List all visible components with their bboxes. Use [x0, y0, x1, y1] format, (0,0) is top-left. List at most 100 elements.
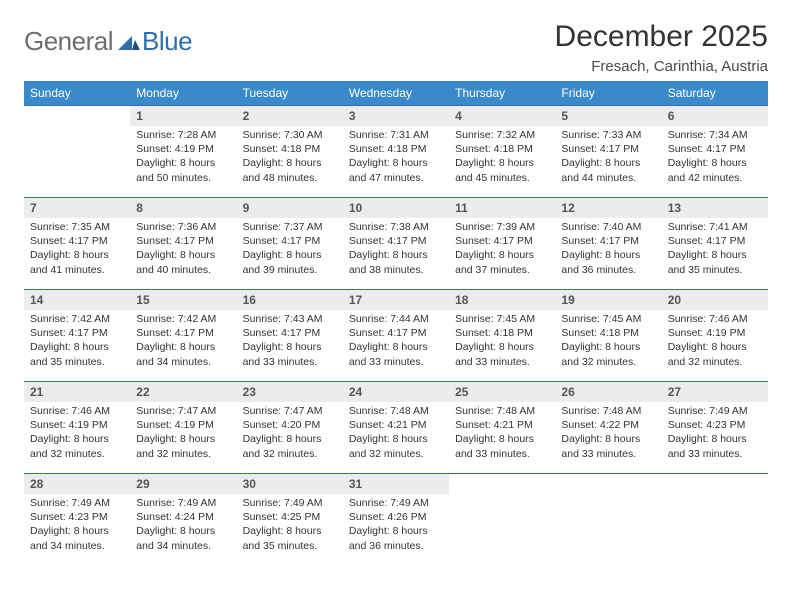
calendar-table: Sunday Monday Tuesday Wednesday Thursday…: [24, 81, 768, 566]
day-body: Sunrise: 7:49 AMSunset: 4:26 PMDaylight:…: [343, 494, 449, 557]
sunrise-text: Sunrise: 7:47 AM: [136, 404, 230, 418]
daylight-line1: Daylight: 8 hours: [243, 432, 337, 446]
daylight-line1: Daylight: 8 hours: [136, 524, 230, 538]
sunrise-text: Sunrise: 7:37 AM: [243, 220, 337, 234]
sunrise-text: Sunrise: 7:40 AM: [561, 220, 655, 234]
col-wednesday: Wednesday: [343, 81, 449, 106]
calendar-cell: 8Sunrise: 7:36 AMSunset: 4:17 PMDaylight…: [130, 198, 236, 290]
col-friday: Friday: [555, 81, 661, 106]
daylight-line2: and 36 minutes.: [561, 263, 655, 277]
daylight-line2: and 34 minutes.: [30, 539, 124, 553]
daylight-line1: Daylight: 8 hours: [30, 248, 124, 262]
daylight-line1: Daylight: 8 hours: [561, 432, 655, 446]
sunset-text: Sunset: 4:21 PM: [349, 418, 443, 432]
daylight-line1: Daylight: 8 hours: [349, 248, 443, 262]
day-body: Sunrise: 7:49 AMSunset: 4:23 PMDaylight:…: [662, 402, 768, 465]
calendar-body: 1Sunrise: 7:28 AMSunset: 4:19 PMDaylight…: [24, 106, 768, 566]
sunset-text: Sunset: 4:17 PM: [243, 234, 337, 248]
calendar-cell: 15Sunrise: 7:42 AMSunset: 4:17 PMDayligh…: [130, 290, 236, 382]
calendar-cell: 30Sunrise: 7:49 AMSunset: 4:25 PMDayligh…: [237, 474, 343, 566]
daylight-line2: and 39 minutes.: [243, 263, 337, 277]
calendar-week: 21Sunrise: 7:46 AMSunset: 4:19 PMDayligh…: [24, 382, 768, 474]
daylight-line1: Daylight: 8 hours: [668, 340, 762, 354]
day-number: 12: [555, 198, 661, 218]
daylight-line2: and 32 minutes.: [243, 447, 337, 461]
day-body: Sunrise: 7:48 AMSunset: 4:22 PMDaylight:…: [555, 402, 661, 465]
day-number: 17: [343, 290, 449, 310]
day-number: 10: [343, 198, 449, 218]
day-body: Sunrise: 7:30 AMSunset: 4:18 PMDaylight:…: [237, 126, 343, 189]
daylight-line1: Daylight: 8 hours: [561, 248, 655, 262]
daylight-line1: Daylight: 8 hours: [349, 432, 443, 446]
day-number: 23: [237, 382, 343, 402]
sunrise-text: Sunrise: 7:46 AM: [668, 312, 762, 326]
daylight-line1: Daylight: 8 hours: [243, 340, 337, 354]
day-number: 3: [343, 106, 449, 126]
sunset-text: Sunset: 4:21 PM: [455, 418, 549, 432]
sunset-text: Sunset: 4:18 PM: [349, 142, 443, 156]
daylight-line2: and 41 minutes.: [30, 263, 124, 277]
sunrise-text: Sunrise: 7:48 AM: [455, 404, 549, 418]
day-body: Sunrise: 7:35 AMSunset: 4:17 PMDaylight:…: [24, 218, 130, 281]
day-number: 8: [130, 198, 236, 218]
day-number: 13: [662, 198, 768, 218]
day-number: 30: [237, 474, 343, 494]
day-body: Sunrise: 7:31 AMSunset: 4:18 PMDaylight:…: [343, 126, 449, 189]
sunrise-text: Sunrise: 7:49 AM: [136, 496, 230, 510]
calendar-cell: [662, 474, 768, 566]
calendar-cell: 28Sunrise: 7:49 AMSunset: 4:23 PMDayligh…: [24, 474, 130, 566]
daylight-line2: and 47 minutes.: [349, 171, 443, 185]
day-number: 26: [555, 382, 661, 402]
calendar-cell: 26Sunrise: 7:48 AMSunset: 4:22 PMDayligh…: [555, 382, 661, 474]
logo-text-general: General: [24, 26, 113, 57]
sunrise-text: Sunrise: 7:35 AM: [30, 220, 124, 234]
day-body: Sunrise: 7:38 AMSunset: 4:17 PMDaylight:…: [343, 218, 449, 281]
page: General Blue December 2025 Fresach, Cari…: [0, 0, 792, 576]
day-number: 22: [130, 382, 236, 402]
col-sunday: Sunday: [24, 81, 130, 106]
daylight-line2: and 32 minutes.: [349, 447, 443, 461]
calendar-week: 28Sunrise: 7:49 AMSunset: 4:23 PMDayligh…: [24, 474, 768, 566]
daylight-line2: and 32 minutes.: [136, 447, 230, 461]
day-body: Sunrise: 7:46 AMSunset: 4:19 PMDaylight:…: [24, 402, 130, 465]
calendar-cell: [449, 474, 555, 566]
day-body: Sunrise: 7:42 AMSunset: 4:17 PMDaylight:…: [130, 310, 236, 373]
sunrise-text: Sunrise: 7:46 AM: [30, 404, 124, 418]
sunrise-text: Sunrise: 7:38 AM: [349, 220, 443, 234]
sunset-text: Sunset: 4:22 PM: [561, 418, 655, 432]
daylight-line1: Daylight: 8 hours: [136, 156, 230, 170]
daylight-line2: and 35 minutes.: [243, 539, 337, 553]
daylight-line1: Daylight: 8 hours: [243, 524, 337, 538]
day-number: 21: [24, 382, 130, 402]
daylight-line1: Daylight: 8 hours: [455, 156, 549, 170]
col-tuesday: Tuesday: [237, 81, 343, 106]
daylight-line1: Daylight: 8 hours: [455, 340, 549, 354]
sunset-text: Sunset: 4:18 PM: [243, 142, 337, 156]
sunset-text: Sunset: 4:18 PM: [561, 326, 655, 340]
daylight-line1: Daylight: 8 hours: [455, 248, 549, 262]
day-body: Sunrise: 7:32 AMSunset: 4:18 PMDaylight:…: [449, 126, 555, 189]
calendar-cell: 24Sunrise: 7:48 AMSunset: 4:21 PMDayligh…: [343, 382, 449, 474]
logo-mark-icon: [118, 30, 140, 55]
calendar-cell: 27Sunrise: 7:49 AMSunset: 4:23 PMDayligh…: [662, 382, 768, 474]
day-body: Sunrise: 7:49 AMSunset: 4:24 PMDaylight:…: [130, 494, 236, 557]
daylight-line2: and 37 minutes.: [455, 263, 549, 277]
daylight-line1: Daylight: 8 hours: [455, 432, 549, 446]
sunset-text: Sunset: 4:26 PM: [349, 510, 443, 524]
calendar-cell: 13Sunrise: 7:41 AMSunset: 4:17 PMDayligh…: [662, 198, 768, 290]
sunrise-text: Sunrise: 7:45 AM: [561, 312, 655, 326]
daylight-line1: Daylight: 8 hours: [349, 524, 443, 538]
sunrise-text: Sunrise: 7:33 AM: [561, 128, 655, 142]
daylight-line2: and 36 minutes.: [349, 539, 443, 553]
daylight-line1: Daylight: 8 hours: [349, 156, 443, 170]
sunset-text: Sunset: 4:19 PM: [136, 418, 230, 432]
day-body: Sunrise: 7:39 AMSunset: 4:17 PMDaylight:…: [449, 218, 555, 281]
day-body: Sunrise: 7:46 AMSunset: 4:19 PMDaylight:…: [662, 310, 768, 373]
daylight-line1: Daylight: 8 hours: [668, 432, 762, 446]
calendar-cell: 11Sunrise: 7:39 AMSunset: 4:17 PMDayligh…: [449, 198, 555, 290]
calendar-cell: 3Sunrise: 7:31 AMSunset: 4:18 PMDaylight…: [343, 106, 449, 198]
daylight-line1: Daylight: 8 hours: [561, 156, 655, 170]
sunrise-text: Sunrise: 7:39 AM: [455, 220, 549, 234]
daylight-line1: Daylight: 8 hours: [136, 340, 230, 354]
sunset-text: Sunset: 4:17 PM: [561, 234, 655, 248]
